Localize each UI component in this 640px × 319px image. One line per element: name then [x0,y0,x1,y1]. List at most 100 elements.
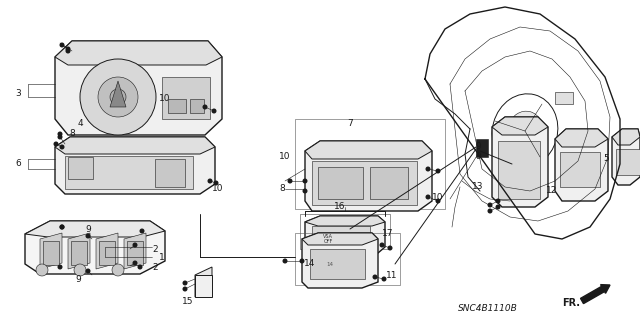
Circle shape [58,265,62,269]
Text: 12: 12 [547,187,557,196]
Bar [71,241,87,265]
Circle shape [382,277,386,281]
Circle shape [80,59,156,135]
Text: 2: 2 [152,263,158,271]
Polygon shape [492,117,548,207]
Bar [155,159,185,187]
Circle shape [436,199,440,203]
Bar [476,139,488,157]
Circle shape [436,169,440,173]
Polygon shape [124,233,146,269]
FancyArrow shape [580,285,610,304]
Bar [300,214,390,249]
Polygon shape [55,137,215,154]
Circle shape [496,205,500,209]
Bar [65,156,193,189]
Bar [555,159,573,171]
Circle shape [54,142,58,146]
Circle shape [212,109,216,113]
Polygon shape [612,129,640,185]
Circle shape [303,179,307,183]
Circle shape [303,189,307,193]
Circle shape [133,243,137,247]
Circle shape [66,49,70,53]
Circle shape [214,181,218,185]
Bar [68,157,93,179]
Polygon shape [612,129,640,145]
Text: 14: 14 [304,258,316,268]
Circle shape [496,199,500,203]
Polygon shape [25,221,165,274]
Polygon shape [305,216,385,226]
Circle shape [208,179,212,183]
Polygon shape [55,137,215,194]
Bar [370,167,408,199]
Bar [312,161,417,205]
Circle shape [426,195,430,199]
Text: 7: 7 [347,120,353,129]
Bar [195,275,212,297]
Text: 9: 9 [475,143,481,152]
Ellipse shape [508,111,543,151]
Text: 10: 10 [159,94,171,103]
Circle shape [36,264,48,276]
Circle shape [203,105,207,109]
Circle shape [112,264,124,276]
Bar [295,233,400,285]
Bar [127,241,143,265]
Text: 14: 14 [326,262,333,266]
Bar [616,149,640,175]
Text: 6: 6 [15,160,21,168]
Text: 13: 13 [472,182,484,191]
Text: 16: 16 [334,203,346,211]
Text: 8: 8 [279,184,285,194]
Polygon shape [305,141,432,211]
Polygon shape [302,233,378,288]
Circle shape [373,275,377,279]
Polygon shape [195,267,212,297]
Circle shape [380,243,384,247]
Polygon shape [555,129,608,201]
Polygon shape [110,81,126,107]
Bar [310,249,365,279]
Circle shape [60,43,64,47]
Polygon shape [492,117,548,135]
Polygon shape [555,129,608,147]
Bar [43,241,59,265]
Circle shape [66,47,70,51]
Bar [295,119,445,209]
Polygon shape [305,141,432,159]
Polygon shape [302,233,378,245]
Circle shape [58,135,62,139]
Bar [560,152,600,187]
Polygon shape [40,233,62,269]
Text: 9: 9 [85,225,91,234]
Circle shape [288,179,292,183]
Text: 8: 8 [69,130,75,138]
Text: 10: 10 [212,184,224,194]
Text: 5: 5 [603,154,609,164]
Circle shape [60,225,64,229]
Text: 1: 1 [159,254,165,263]
Text: VSA
OFF: VSA OFF [323,234,333,244]
Polygon shape [55,41,222,135]
Circle shape [86,234,90,238]
Circle shape [58,132,62,136]
Polygon shape [305,216,385,253]
Circle shape [133,261,137,265]
Text: 9: 9 [75,275,81,284]
Circle shape [300,259,304,263]
Polygon shape [68,233,90,269]
Text: 9: 9 [475,152,481,161]
Polygon shape [25,221,165,237]
Text: 17: 17 [382,229,394,239]
Circle shape [60,145,64,149]
Bar [312,226,370,245]
Circle shape [183,287,187,291]
Polygon shape [55,41,222,65]
Circle shape [388,246,392,250]
Bar [190,99,204,113]
Bar [318,167,363,199]
Text: 10: 10 [279,152,291,161]
Circle shape [110,89,126,105]
